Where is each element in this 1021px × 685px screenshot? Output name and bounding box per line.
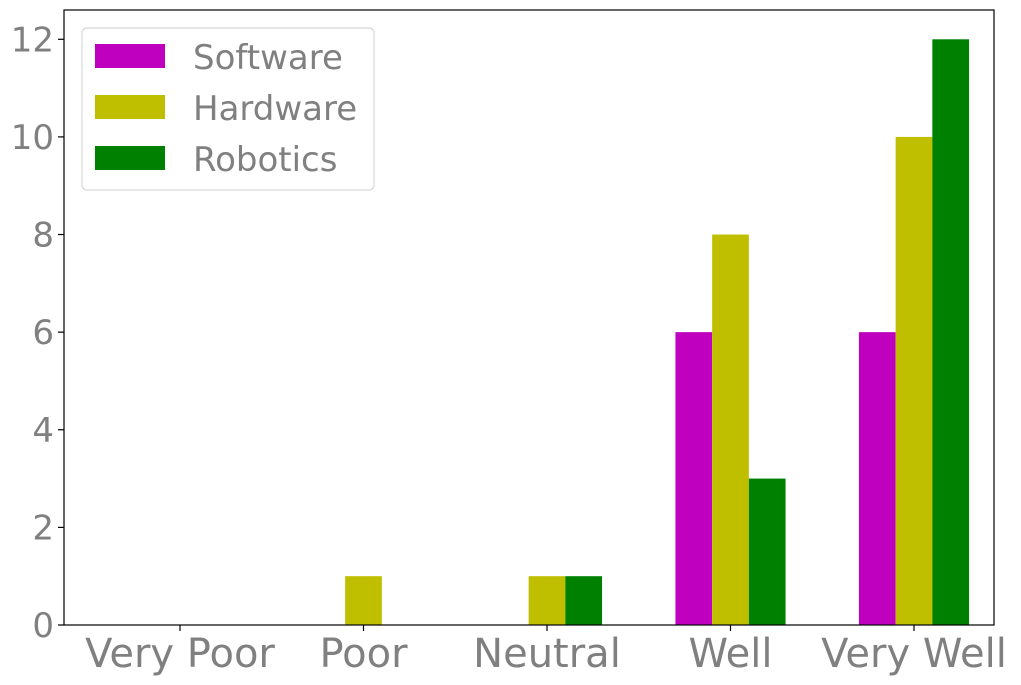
bar-hardware-neutral <box>528 576 566 625</box>
legend: Software Hardware Robotics <box>81 27 375 191</box>
bars-group <box>345 39 970 626</box>
y-tick-label: 2 <box>32 508 54 548</box>
x-tick-label: Well <box>688 631 772 677</box>
legend-swatch-hardware <box>95 95 165 119</box>
y-tick-label: 0 <box>32 606 54 646</box>
plot-frame <box>63 9 995 626</box>
x-tick-label: Neutral <box>473 631 621 677</box>
x-tick-label: Very Poor <box>85 631 275 677</box>
bar-software-very-well <box>858 332 896 625</box>
legend-swatch-robotics <box>95 146 165 170</box>
x-tick-label: Poor <box>319 631 408 677</box>
x-axis: Very Poor Poor Neutral Well Very Well <box>85 625 1007 677</box>
y-tick-label: 12 <box>11 20 54 60</box>
legend-swatch-software <box>95 44 165 68</box>
bar-hardware-poor <box>345 576 382 625</box>
legend-label-software: Software <box>193 38 343 78</box>
bar-hardware-very-well <box>895 136 933 625</box>
bar-robotics-well <box>748 478 786 625</box>
legend-label-hardware: Hardware <box>193 89 357 129</box>
y-tick-label: 6 <box>32 313 54 353</box>
bar-robotics-very-well <box>932 39 970 626</box>
y-tick-label: 4 <box>32 411 54 451</box>
bar-software-well <box>675 332 713 625</box>
y-tick-label: 10 <box>11 118 54 158</box>
legend-label-robotics: Robotics <box>193 140 337 180</box>
bar-hardware-well <box>712 234 749 625</box>
x-tick-label: Very Well <box>821 631 1007 677</box>
y-axis: 0 2 4 6 8 10 12 <box>11 20 64 646</box>
bar-robotics-neutral <box>565 576 603 625</box>
y-tick-label: 8 <box>32 216 54 256</box>
